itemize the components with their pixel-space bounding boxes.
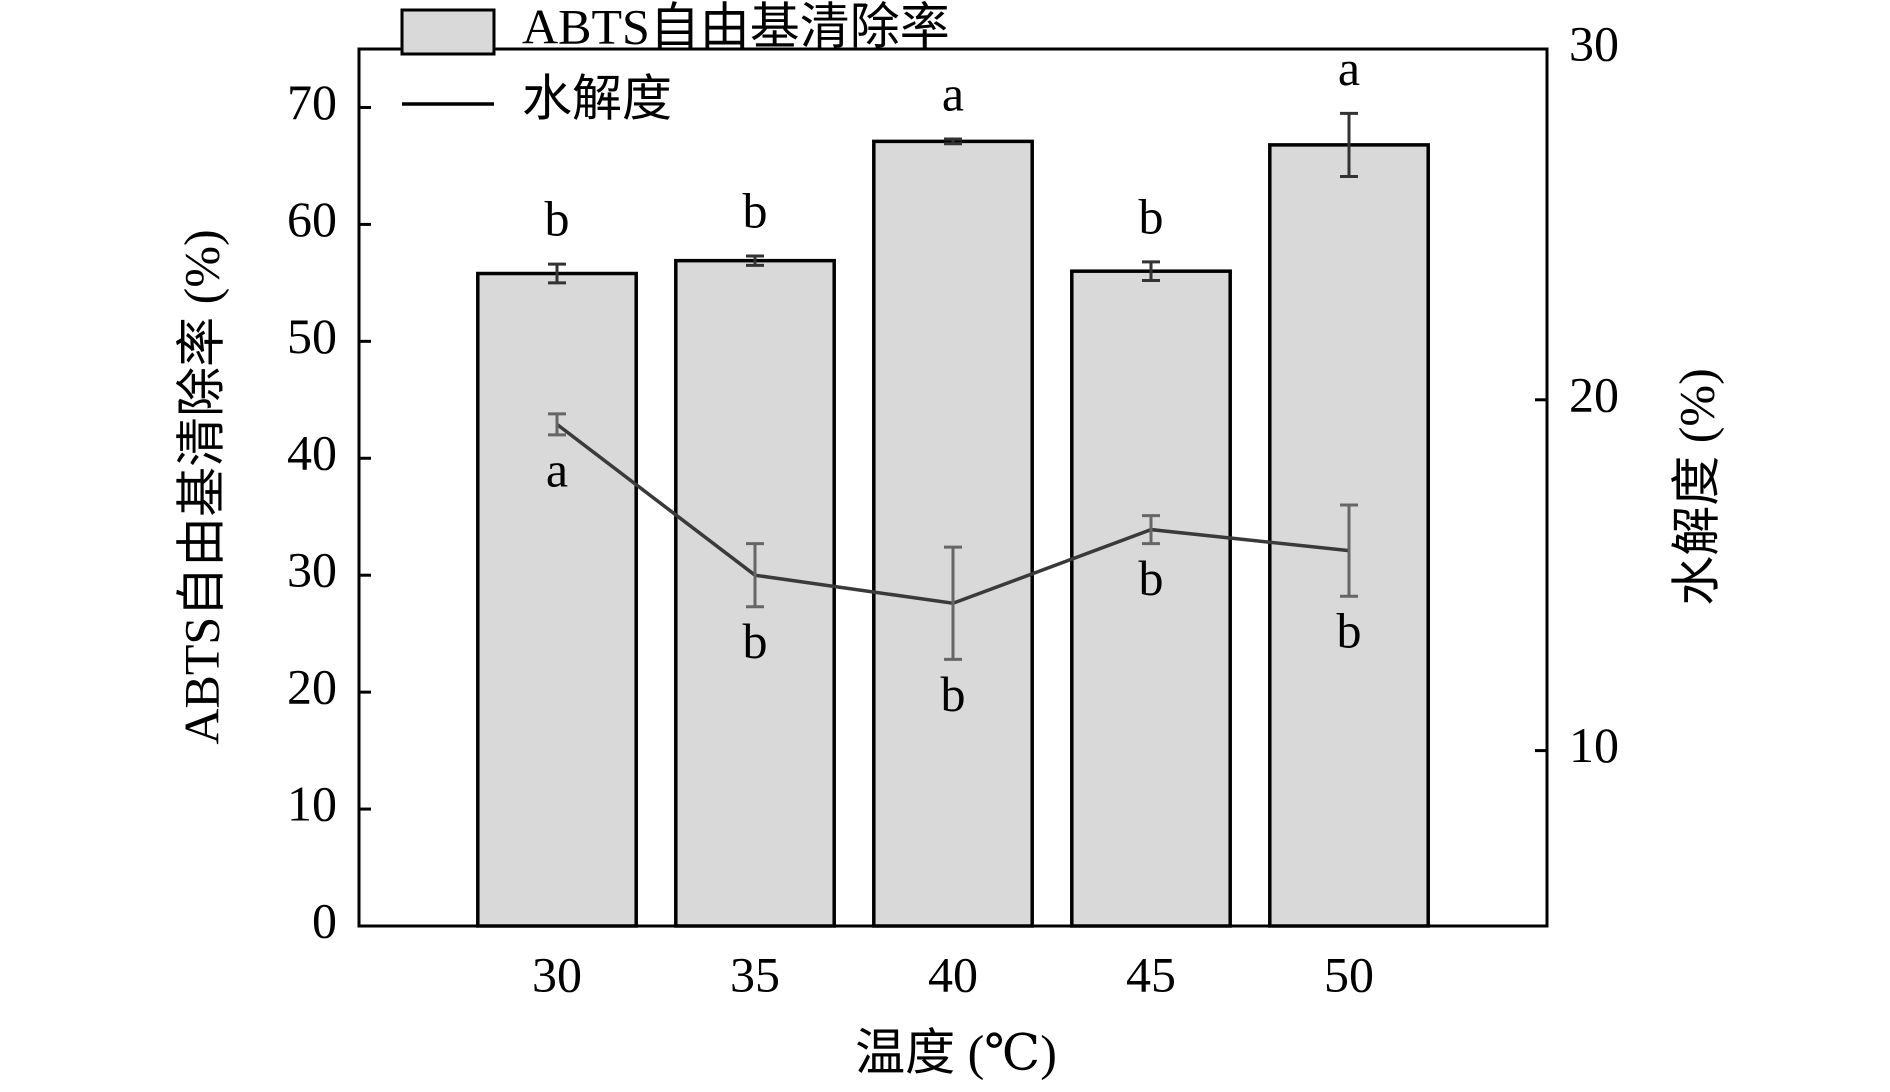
x-tick-label: 50 bbox=[1324, 946, 1374, 1002]
y-tick-label: 50 bbox=[287, 308, 337, 364]
line-error bbox=[1142, 514, 1160, 546]
significance-label: a bbox=[546, 441, 568, 497]
line-error bbox=[944, 545, 962, 661]
x-tick-label: 35 bbox=[730, 946, 780, 1002]
x-tick-label: 30 bbox=[532, 946, 582, 1002]
y2-tick-label: 20 bbox=[1569, 366, 1619, 422]
significance-label: b bbox=[1139, 550, 1164, 606]
y-axis-title: ABTS自由基清除率 (%) bbox=[173, 229, 229, 744]
legend-swatch bbox=[400, 8, 496, 56]
bar bbox=[476, 271, 638, 928]
y-tick-label: 20 bbox=[287, 659, 337, 715]
line-error bbox=[1340, 503, 1358, 598]
bar-error bbox=[1340, 111, 1358, 178]
legend-label: ABTS自由基清除率 bbox=[522, 0, 950, 54]
x-axis-title: 温度 (℃) bbox=[855, 1024, 1057, 1080]
line-error bbox=[746, 542, 764, 609]
y-tick-label: 60 bbox=[287, 191, 337, 247]
significance-label: a bbox=[942, 66, 964, 122]
y2-axis-title: 水解度 (%) bbox=[1668, 368, 1724, 605]
significance-label: b bbox=[1139, 188, 1164, 244]
y2-tick-label: 10 bbox=[1569, 717, 1619, 773]
significance-label: b bbox=[743, 613, 768, 669]
x-tick-label: 45 bbox=[1126, 946, 1176, 1002]
bar-error bbox=[1142, 260, 1160, 283]
significance-label: a bbox=[1338, 40, 1360, 96]
bar bbox=[872, 139, 1034, 928]
significance-label: b bbox=[743, 182, 768, 238]
y-tick-label: 40 bbox=[287, 425, 337, 481]
y-tick-label: 10 bbox=[287, 776, 337, 832]
y-tick-label: 70 bbox=[287, 74, 337, 130]
y-tick-label: 30 bbox=[287, 542, 337, 598]
line-error bbox=[548, 412, 566, 437]
significance-label: b bbox=[545, 191, 570, 247]
plot-frame bbox=[357, 47, 1549, 928]
x-tick-label: 40 bbox=[928, 946, 978, 1002]
legend-label: 水解度 bbox=[522, 70, 672, 126]
significance-label: b bbox=[941, 666, 966, 722]
bar-error bbox=[944, 137, 962, 146]
bar bbox=[1070, 269, 1232, 928]
significance-label: b bbox=[1337, 603, 1362, 659]
y2-tick-label: 30 bbox=[1569, 15, 1619, 71]
bar-error bbox=[548, 262, 566, 285]
bar-error bbox=[746, 254, 764, 267]
y-tick-label: 0 bbox=[312, 892, 337, 948]
